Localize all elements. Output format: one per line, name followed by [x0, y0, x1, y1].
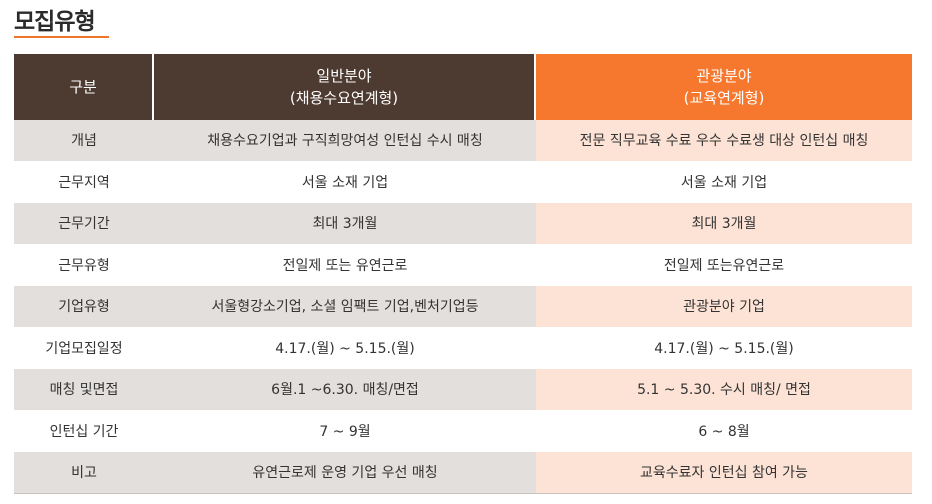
tourism-cell: 5.1 ~ 5.30. 수시 매칭/ 면접	[536, 369, 912, 411]
general-cell: 최대 3개월	[154, 203, 536, 245]
header-category: 구분	[14, 54, 154, 120]
tourism-cell: 최대 3개월	[536, 203, 912, 245]
header-tourism-title: 관광분야	[696, 67, 752, 85]
tourism-cell: 서울 소재 기업	[536, 161, 912, 203]
section-title: 모집유형	[14, 9, 96, 35]
row-label: 근무지역	[14, 161, 154, 203]
general-cell: 4.17.(월) ~ 5.15.(월)	[154, 327, 536, 369]
header-general-title: 일반분야	[316, 67, 372, 85]
row-label: 근무기간	[14, 203, 154, 245]
tourism-cell: 6 ~ 8월	[536, 410, 912, 452]
table-header-row: 구분 일반분야 (채용수요연계형) 관광분야 (교육연계형)	[14, 54, 912, 120]
table-row: 비고 유연근로제 운영 기업 우선 매칭 교육수료자 인턴십 참여 가능	[14, 452, 912, 494]
tourism-cell: 전문 직무교육 수료 우수 수료생 대상 인턴십 매칭	[536, 120, 912, 162]
row-label: 기업모집일정	[14, 327, 154, 369]
row-label: 매칭 및면접	[14, 369, 154, 411]
general-cell: 유연근로제 운영 기업 우선 매칭	[154, 452, 536, 494]
general-cell: 7 ~ 9월	[154, 410, 536, 452]
general-cell: 전일제 또는 유연근로	[154, 244, 536, 286]
tourism-cell: 교육수료자 인턴십 참여 가능	[536, 452, 912, 494]
table-row: 인턴십 기간 7 ~ 9월 6 ~ 8월	[14, 410, 912, 452]
row-label: 개념	[14, 120, 154, 162]
general-cell: 서울형강소기업, 소셜 임팩트 기업,벤처기업등	[154, 286, 536, 328]
table-row: 개념 채용수요기업과 구직희망여성 인턴십 수시 매칭 전문 직무교육 수료 우…	[14, 120, 912, 162]
header-general: 일반분야 (채용수요연계형)	[154, 54, 536, 120]
general-cell: 6월.1 ~6.30. 매칭/면접	[154, 369, 536, 411]
table-row: 기업모집일정 4.17.(월) ~ 5.15.(월) 4.17.(월) ~ 5.…	[14, 327, 912, 369]
row-label: 인턴십 기간	[14, 410, 154, 452]
table-row: 근무기간 최대 3개월 최대 3개월	[14, 203, 912, 245]
tourism-cell: 전일제 또는유연근로	[536, 244, 912, 286]
general-cell: 채용수요기업과 구직희망여성 인턴십 수시 매칭	[154, 120, 536, 162]
recruitment-type-table: 구분 일반분야 (채용수요연계형) 관광분야 (교육연계형) 개념 채용수요기업…	[14, 54, 912, 494]
row-label: 기업유형	[14, 286, 154, 328]
tourism-cell: 관광분야 기업	[536, 286, 912, 328]
table-row: 매칭 및면접 6월.1 ~6.30. 매칭/면접 5.1 ~ 5.30. 수시 …	[14, 369, 912, 411]
title-underline	[14, 36, 109, 38]
table-row: 근무지역 서울 소재 기업 서울 소재 기업	[14, 161, 912, 203]
table-row: 기업유형 서울형강소기업, 소셜 임팩트 기업,벤처기업등 관광분야 기업	[14, 286, 912, 328]
row-label: 근무유형	[14, 244, 154, 286]
header-tourism-subtitle: (교육연계형)	[683, 89, 765, 107]
header-category-label: 구분	[69, 78, 97, 96]
header-tourism: 관광분야 (교육연계형)	[536, 54, 912, 120]
tourism-cell: 4.17.(월) ~ 5.15.(월)	[536, 327, 912, 369]
row-label: 비고	[14, 452, 154, 494]
table-row: 근무유형 전일제 또는 유연근로 전일제 또는유연근로	[14, 244, 912, 286]
general-cell: 서울 소재 기업	[154, 161, 536, 203]
header-general-subtitle: (채용수요연계형)	[289, 89, 399, 107]
